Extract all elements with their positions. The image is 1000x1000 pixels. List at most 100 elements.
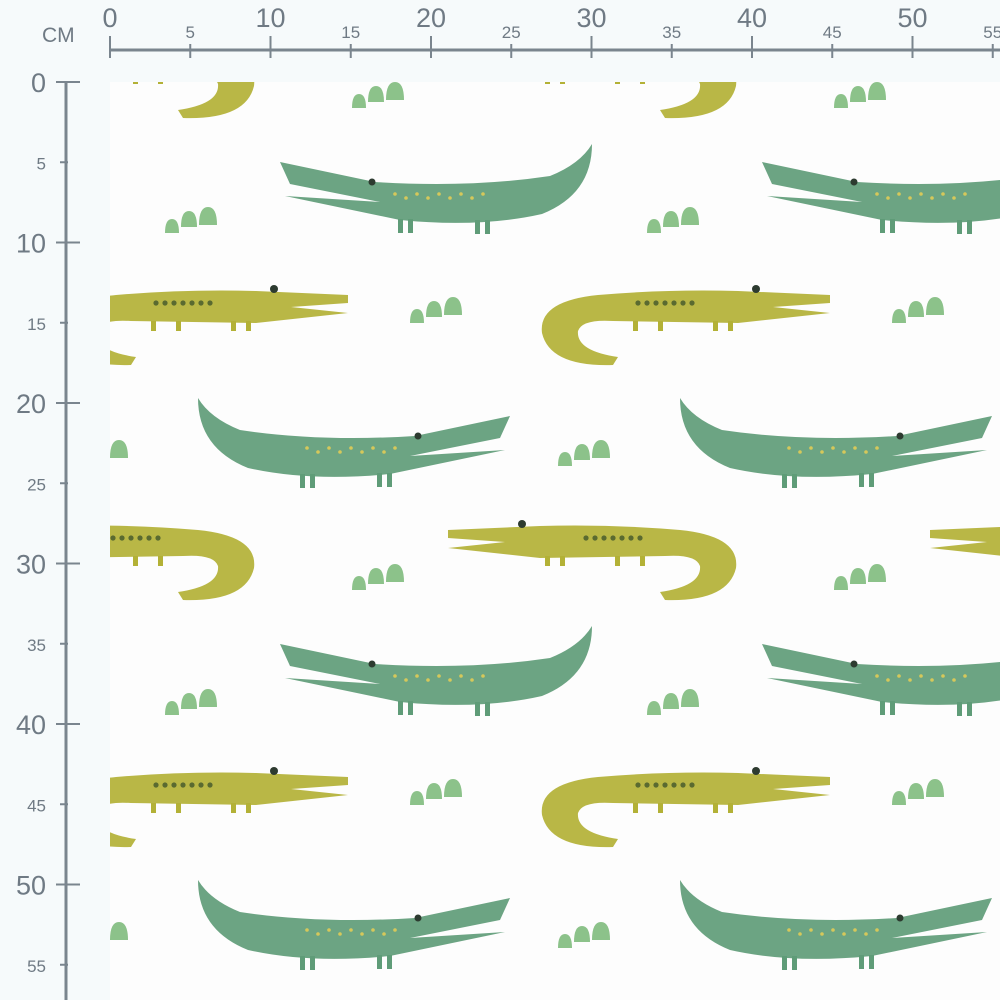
crocodile-eye [850, 178, 858, 186]
crocodile-scale [382, 450, 386, 454]
crocodile-body [541, 290, 830, 366]
olive-crocodile [110, 285, 348, 366]
crocodile-scale [886, 196, 890, 200]
crocodile-spot [637, 535, 643, 541]
crocodile-scale [875, 446, 879, 450]
crocodile-scale [864, 450, 868, 454]
crocodile-spot [189, 300, 195, 306]
crocodile-scale [842, 932, 846, 936]
crocodile-scale [831, 446, 835, 450]
plant [892, 791, 906, 805]
crocodile-spot [180, 782, 186, 788]
crocodile-eye [414, 432, 422, 440]
crocodile-leg [728, 803, 733, 813]
crocodile-scale [404, 196, 408, 200]
crocodile-scale [930, 196, 934, 200]
crocodile-leg [869, 473, 874, 487]
horizontal-tick-label: 15 [341, 23, 360, 42]
crocodile-leg [246, 803, 251, 813]
crocodile-eye [368, 660, 376, 668]
crocodile-spot [689, 300, 695, 306]
plant [352, 576, 366, 590]
plant [410, 791, 424, 805]
crocodile-scale [798, 932, 802, 936]
crocodile-spot [153, 782, 159, 788]
crocodile-scale [349, 446, 353, 450]
crocodile-scale [481, 192, 485, 196]
crocodile-body [762, 644, 1000, 705]
vertical-tick-label: 15 [27, 315, 46, 334]
crocodile-scale [459, 192, 463, 196]
plant-cluster [558, 440, 610, 466]
crocodile-leg [560, 556, 565, 566]
crocodile-eye [518, 520, 526, 528]
crocodile-leg [658, 321, 663, 331]
crocodile-scale [316, 450, 320, 454]
crocodile-spot [153, 300, 159, 306]
crocodile-scale [853, 446, 857, 450]
crocodile-leg [300, 956, 305, 970]
crocodile-scale [481, 674, 485, 678]
olive-crocodile [541, 767, 830, 848]
crocodile-scale [470, 678, 474, 682]
crocodile-scale [338, 450, 342, 454]
crocodile-spot [601, 535, 607, 541]
crocodile-scale [437, 674, 441, 678]
plant [181, 211, 197, 227]
plant [199, 207, 217, 225]
crocodile-leg [485, 702, 490, 716]
crocodile-body [930, 82, 1000, 118]
plant [574, 444, 590, 460]
plant-cluster [892, 779, 944, 805]
plant [681, 689, 699, 707]
crocodile-scale [919, 674, 923, 678]
plant [199, 689, 217, 707]
crocodile-leg [151, 321, 156, 331]
horizontal-tick-label: 25 [502, 23, 521, 42]
crocodile-leg [398, 701, 403, 715]
olive-crocodile [930, 526, 1000, 556]
crocodile-spot [635, 782, 641, 788]
crocodile-leg [133, 82, 138, 84]
crocodile-body [198, 880, 510, 959]
crocodile-leg [408, 701, 413, 715]
crocodile-scale [820, 932, 824, 936]
plant [368, 86, 384, 102]
crocodile-scale [327, 446, 331, 450]
crocodile-spot [207, 300, 213, 306]
crocodile-scale [393, 192, 397, 196]
plant [681, 207, 699, 225]
crocodile-body [448, 525, 737, 601]
crocodile-leg [377, 473, 382, 487]
horizontal-tick-label: 0 [102, 3, 117, 33]
crocodile-scale [327, 928, 331, 932]
plant-cluster [165, 207, 217, 233]
crocodile-leg [151, 803, 156, 813]
plant [574, 926, 590, 942]
crocodile-leg [640, 82, 645, 84]
crocodile-eye [896, 432, 904, 440]
crocodile-body [110, 525, 255, 601]
crocodile-leg [158, 82, 163, 84]
olive-crocodile [110, 767, 348, 848]
horizontal-tick-label: 30 [576, 3, 606, 33]
crocodile-scale [338, 932, 342, 936]
crocodile-scale [787, 928, 791, 932]
crocodile-spot [180, 300, 186, 306]
plant [868, 564, 886, 582]
crocodile-body [110, 290, 348, 366]
green-crocodile [280, 626, 592, 716]
crocodile-leg [782, 474, 787, 488]
crocodile-leg [475, 220, 480, 234]
plant [165, 701, 179, 715]
plant [444, 297, 462, 315]
crocodile-spot [644, 300, 650, 306]
crocodile-spot [171, 782, 177, 788]
crocodile-leg [408, 219, 413, 233]
crocodile-eye [414, 914, 422, 922]
crocodile-body [930, 526, 1000, 556]
crocodile-scale [886, 678, 890, 682]
crocodile-leg [158, 556, 163, 566]
crocodile-scale [897, 192, 901, 196]
plant [110, 922, 128, 940]
